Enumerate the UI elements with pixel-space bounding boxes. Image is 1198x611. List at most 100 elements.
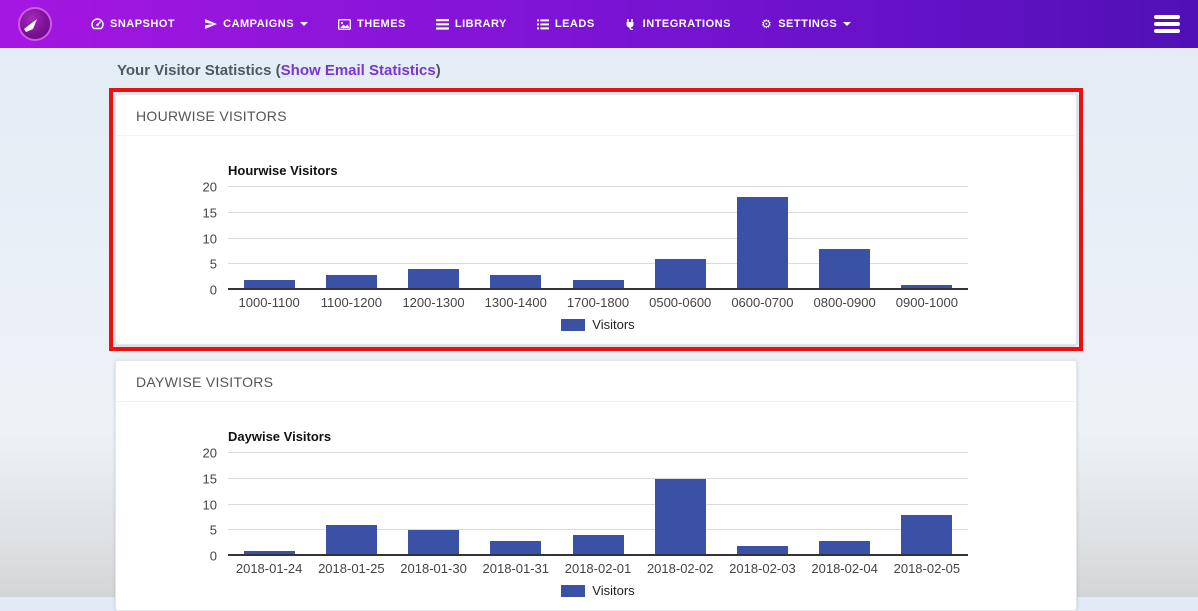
nav-item-settings[interactable]: ⚙︎ SETTINGS — [760, 17, 852, 31]
y-tick-label: 15 — [202, 205, 217, 221]
y-tick-label: 5 — [209, 522, 217, 538]
bar-0800-0900[interactable] — [819, 248, 871, 290]
chart-plot-area: 0 5 10 15 20 — [203, 446, 968, 564]
legend-label: Visitors — [592, 317, 635, 332]
x-tick-label: 0600-0700 — [731, 295, 794, 310]
bar-0600-0700[interactable] — [736, 197, 788, 290]
bar-1700-1800[interactable] — [572, 279, 624, 290]
grid-line — [228, 186, 968, 187]
bar-2018-02-04[interactable] — [819, 540, 871, 556]
chart-legend: Visitors — [228, 317, 968, 332]
y-tick-label: 0 — [209, 548, 217, 564]
x-axis-labels: 2018-01-24 2018-01-25 2018-01-30 2018-01-31… — [228, 561, 968, 576]
nav-item-campaigns[interactable]: CAMPAIGNS — [205, 18, 309, 30]
paper-plane-icon — [205, 18, 218, 30]
chart-legend: Visitors — [228, 583, 968, 598]
y-tick-label: 0 — [209, 282, 217, 298]
plug-icon — [625, 18, 637, 30]
y-tick-label: 10 — [202, 231, 217, 246]
nav-item-label: INTEGRATIONS — [642, 18, 731, 30]
grid-line — [228, 477, 968, 479]
x-axis-labels: 1000-1100 1100-1200 1200-1300 1300-1400 1700… — [228, 295, 968, 310]
cogs-icon: ⚙︎ — [760, 17, 773, 31]
tachometer-icon — [91, 18, 104, 30]
x-tick-label: 2018-02-05 — [893, 561, 961, 576]
bar-1100-1200[interactable] — [325, 274, 377, 290]
card-divider — [116, 401, 1076, 402]
x-tick-label: 2018-01-25 — [318, 561, 385, 576]
chart-plot-area: 0 5 10 15 20 — [203, 180, 968, 298]
y-tick-label: 15 — [202, 471, 217, 487]
card-divider — [116, 135, 1076, 136]
x-tick-label: 0800-0900 — [813, 295, 876, 310]
chart-title: Hourwise Visitors — [228, 163, 338, 178]
x-tick-label: 1700-1800 — [566, 295, 630, 310]
page-title: Your Visitor Statistics (Show Email Stat… — [117, 62, 1198, 79]
x-tick-label: 2018-02-04 — [811, 561, 878, 576]
chart-daywise: Daywise Visitors 0 5 10 15 20 2018-01-24 2018… — [203, 429, 968, 598]
list-icon — [536, 18, 549, 30]
grid-line — [228, 263, 968, 265]
hourwise-visitors-card: HOURWISE VISITORS Hourwise Visitors 0 5 10… — [115, 94, 1077, 345]
legend-swatch — [561, 584, 586, 597]
nav-item-label: SNAPSHOT — [110, 18, 176, 30]
chart-title: Daywise Visitors — [228, 429, 332, 444]
x-tick-label: 2018-01-24 — [235, 561, 303, 576]
bar-0500-0600[interactable] — [654, 259, 706, 290]
bar-2018-01-25[interactable] — [325, 525, 377, 556]
bar-2018-02-01[interactable] — [572, 535, 624, 556]
nav-item-integrations[interactable]: INTEGRATIONS — [625, 18, 731, 30]
x-tick-label: 2018-02-02 — [646, 561, 714, 576]
bar-2018-02-03[interactable] — [736, 545, 788, 556]
x-axis-baseline — [228, 288, 968, 290]
image-icon — [338, 18, 351, 30]
page-title-suffix: ) — [435, 62, 441, 79]
bar-2018-02-05[interactable] — [901, 514, 953, 556]
chart-hourwise: Hourwise Visitors 0 5 10 15 20 1000-1100 1100… — [203, 163, 968, 332]
nav-item-label: LIBRARY — [454, 18, 507, 30]
x-tick-label: 1200-1300 — [402, 295, 465, 310]
bar-0900-1000[interactable] — [901, 284, 953, 290]
hourwise-card-header: HOURWISE VISITORS — [136, 108, 287, 124]
chevron-down-icon — [843, 22, 852, 30]
y-tick-label: 20 — [202, 179, 217, 195]
nav-item-label: SETTINGS — [778, 18, 838, 30]
bar-2018-02-02[interactable] — [654, 478, 706, 556]
x-tick-label: 1100-1200 — [320, 295, 382, 310]
chevron-down-icon — [300, 22, 309, 30]
bar-2018-01-24[interactable] — [243, 550, 295, 556]
grid-line — [228, 452, 968, 453]
bar-1300-1400[interactable] — [490, 274, 542, 290]
y-tick-label: 20 — [202, 445, 217, 461]
navbar-menu: SNAPSHOT CAMPAIGNS THEMES LIBRARY LEADS INTEG… — [76, 18, 866, 30]
app-logo[interactable] — [18, 7, 52, 41]
x-tick-label: 0900-1000 — [895, 295, 958, 310]
bar-1000-1100[interactable] — [243, 279, 295, 290]
bar-2018-01-30[interactable] — [408, 530, 460, 556]
show-email-statistics-link[interactable]: Show Email Statistics — [280, 62, 436, 79]
x-axis-baseline — [228, 554, 968, 556]
highlight-border: HOURWISE VISITORS Hourwise Visitors 0 5 10… — [109, 88, 1083, 351]
page-title-prefix: Your Visitor Statistics ( — [117, 62, 281, 79]
bar-1200-1300[interactable] — [408, 269, 460, 290]
y-tick-label: 10 — [202, 497, 217, 512]
grid-line — [228, 211, 968, 213]
bar-2018-01-31[interactable] — [490, 540, 542, 556]
nav-item-library[interactable]: LIBRARY — [435, 18, 507, 30]
legend-label: Visitors — [592, 583, 635, 598]
x-tick-label: 1300-1400 — [484, 295, 547, 310]
paper-plane-logo-icon — [24, 19, 37, 32]
nav-item-snapshot[interactable]: SNAPSHOT — [91, 18, 175, 30]
nav-item-label: LEADS — [554, 18, 595, 30]
nav-item-label: CAMPAIGNS — [223, 18, 295, 30]
nav-item-themes[interactable]: THEMES — [338, 18, 406, 30]
library-icon — [435, 18, 449, 30]
x-tick-label: 1000-1100 — [238, 295, 300, 310]
x-tick-label: 2018-01-30 — [400, 561, 467, 576]
legend-swatch — [561, 318, 586, 331]
nav-item-leads[interactable]: LEADS — [536, 18, 595, 30]
grid-line — [228, 503, 968, 505]
hamburger-icon[interactable] — [1154, 10, 1180, 38]
x-tick-label: 2018-02-01 — [564, 561, 632, 576]
top-navbar: SNAPSHOT CAMPAIGNS THEMES LIBRARY LEADS INTEG… — [0, 0, 1198, 48]
